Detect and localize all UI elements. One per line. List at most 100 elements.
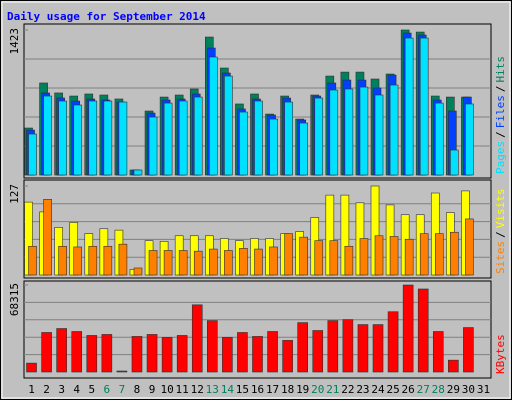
bar	[344, 245, 354, 276]
x-tick-label: 28	[432, 383, 445, 396]
bar	[254, 100, 263, 176]
bar	[312, 330, 324, 373]
bar	[88, 245, 98, 276]
x-tick-label: 10	[160, 383, 173, 396]
x-tick-label: 17	[266, 383, 279, 396]
bar	[116, 370, 128, 373]
x-tick-label: 19	[296, 383, 309, 396]
bar	[148, 116, 158, 176]
bar	[389, 84, 399, 176]
bar	[161, 337, 173, 373]
x-tick-label: 7	[119, 383, 126, 396]
bar	[28, 245, 37, 276]
bar	[103, 245, 113, 276]
bar	[73, 104, 83, 176]
bar	[404, 238, 414, 276]
bar	[359, 238, 369, 276]
bar	[178, 100, 188, 176]
bar	[133, 169, 143, 176]
bar	[299, 236, 308, 276]
bar	[148, 250, 158, 276]
bar	[207, 320, 218, 373]
x-tick-label: 29	[447, 383, 460, 396]
x-tick-label: 2	[43, 383, 50, 396]
bar	[43, 95, 52, 176]
x-tick-label: 8	[134, 383, 141, 396]
bar	[58, 245, 67, 276]
y-tick-label: 127	[8, 184, 21, 204]
bar	[463, 327, 474, 373]
bar	[450, 149, 459, 176]
bar	[374, 235, 384, 276]
bar	[209, 56, 218, 176]
x-tick-label: 6	[104, 383, 111, 396]
bar	[146, 334, 158, 373]
bar	[133, 267, 143, 276]
bar	[465, 103, 474, 176]
x-tick-label: 25	[386, 383, 399, 396]
legend-entry: Files	[494, 95, 507, 128]
bar	[419, 233, 429, 276]
x-tick-label: 1	[28, 383, 35, 396]
bar	[402, 284, 414, 373]
bar	[237, 332, 248, 373]
bar	[71, 331, 83, 373]
bar	[193, 250, 203, 276]
bar	[163, 102, 173, 176]
bar	[178, 250, 188, 276]
bar	[239, 248, 248, 276]
bar	[359, 86, 369, 176]
bar	[118, 101, 128, 176]
x-tick-label: 21	[326, 383, 339, 396]
bar	[432, 331, 444, 373]
x-tick-label: 14	[221, 383, 235, 396]
x-tick-label: 20	[311, 383, 324, 396]
x-tick-label: 5	[88, 383, 95, 396]
bar	[450, 231, 459, 276]
bar	[284, 233, 293, 276]
bar	[209, 248, 218, 276]
bar	[417, 288, 429, 373]
bar	[191, 304, 203, 373]
bar	[314, 97, 324, 176]
bar	[284, 101, 293, 176]
legend-entry: Pages	[494, 141, 507, 174]
bar	[41, 332, 52, 373]
legend-separator: /	[494, 131, 507, 138]
x-tick-label: 23	[356, 383, 369, 396]
bar	[269, 246, 278, 276]
bar	[357, 324, 369, 373]
y-tick-label: 68315	[8, 283, 21, 316]
legend: KBytes	[494, 334, 507, 374]
bar	[297, 322, 308, 373]
x-tick-label: 26	[402, 383, 415, 396]
legend-entry: Hits	[494, 56, 507, 83]
bar	[465, 218, 474, 276]
x-tick-label: 9	[149, 383, 156, 396]
bar	[101, 334, 113, 373]
x-tick-label: 27	[417, 383, 430, 396]
bar	[299, 122, 308, 176]
x-tick-label: 15	[236, 383, 249, 396]
x-tick-label: 12	[191, 383, 204, 396]
y-tick-label: 1423	[8, 28, 21, 55]
bar	[342, 319, 354, 373]
x-tick-label: 16	[251, 383, 264, 396]
bar	[28, 133, 37, 176]
bar	[118, 243, 128, 276]
x-tick-label: 13	[206, 383, 219, 396]
bar	[434, 233, 444, 276]
bar	[327, 320, 339, 373]
bar	[252, 336, 263, 373]
legend: Sites / Visits	[494, 189, 507, 275]
bar	[163, 250, 173, 276]
x-tick-label: 11	[176, 383, 189, 396]
bar	[88, 100, 98, 176]
bar	[86, 335, 98, 373]
x-tick-label: 31	[477, 383, 490, 396]
bar	[56, 328, 67, 373]
bar	[404, 37, 414, 176]
bar	[344, 88, 354, 176]
bar	[419, 37, 429, 176]
